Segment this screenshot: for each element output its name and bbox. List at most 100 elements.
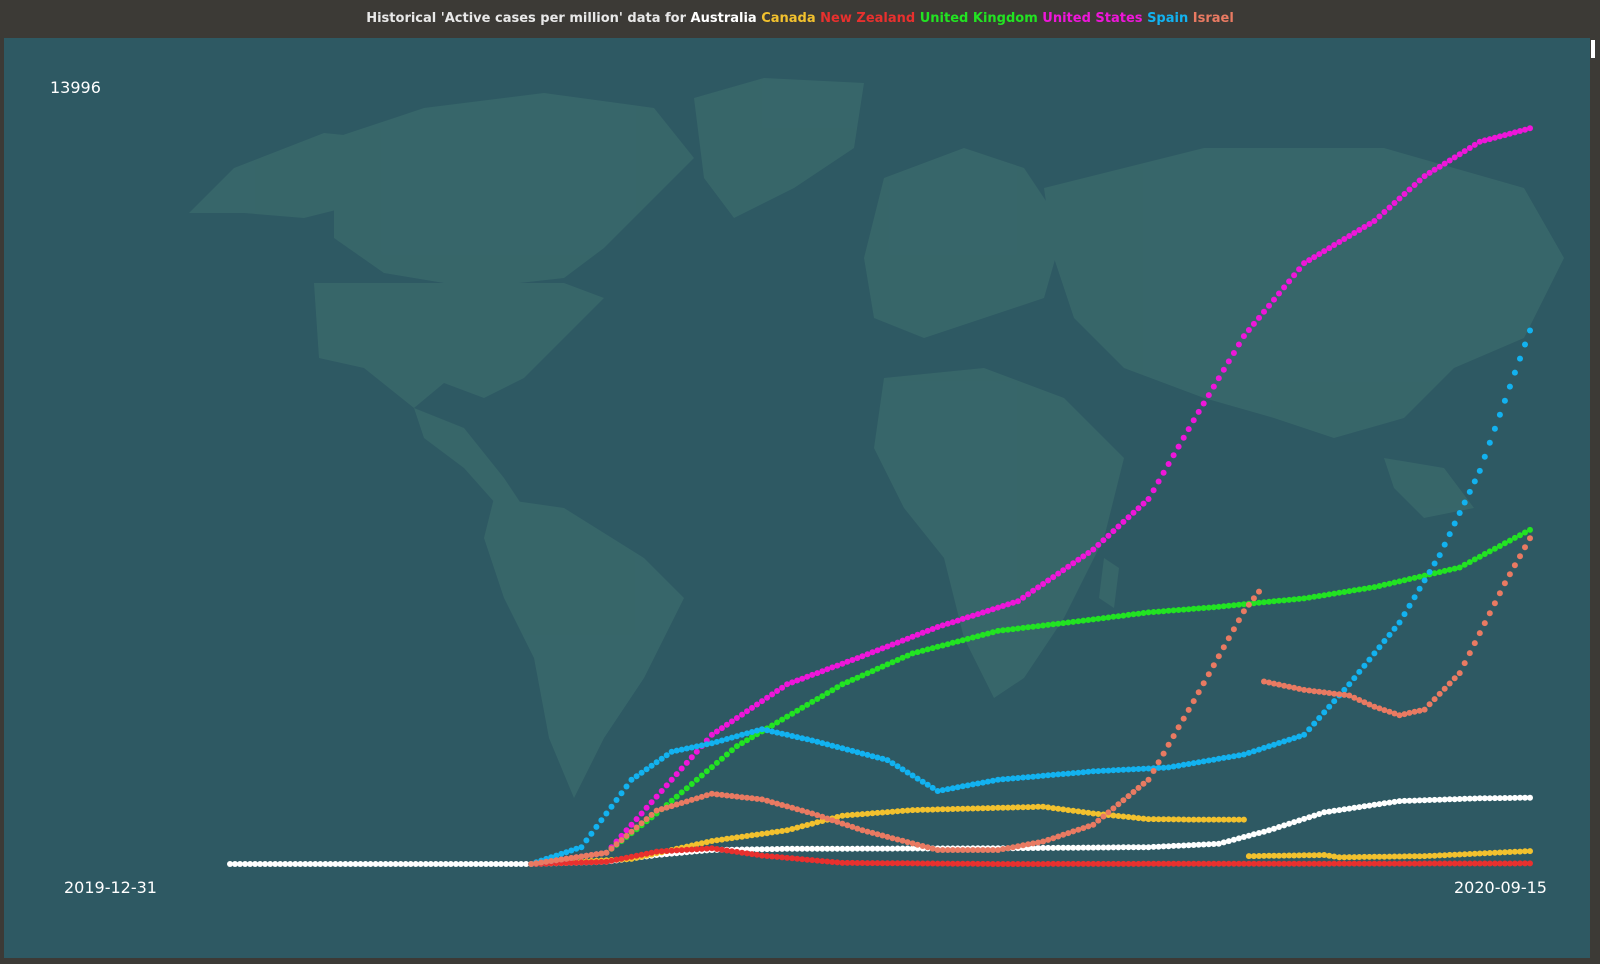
data-point-israel [723, 792, 730, 799]
series-united-states [528, 125, 1533, 867]
data-point-israel [623, 832, 630, 839]
data-point-canada [1135, 815, 1142, 822]
data-point-united-states [1025, 591, 1032, 598]
data-point-australia [1240, 834, 1247, 840]
data-point-spain [1240, 751, 1247, 758]
data-point-united-states [1281, 284, 1288, 291]
data-point-israel [643, 816, 650, 823]
data-point-australia [1491, 795, 1498, 802]
data-point-israel [809, 810, 816, 817]
data-point-australia [1250, 831, 1257, 838]
data-point-australia [1235, 835, 1242, 842]
data-point-israel [1411, 708, 1418, 715]
data-point-united-kingdom [1135, 610, 1142, 617]
data-point-israel [1471, 640, 1478, 647]
data-point-canada [1050, 805, 1057, 812]
data-point-israel [1055, 833, 1062, 840]
data-point-new-zealand [1256, 860, 1262, 867]
data-point-israel [1261, 678, 1267, 685]
data-point-united-kingdom [1341, 589, 1348, 595]
data-point-united-kingdom [784, 713, 791, 720]
data-point-canada [964, 805, 971, 812]
data-point-spain [974, 780, 981, 787]
data-point-spain [1271, 741, 1277, 748]
data-point-israel [1010, 844, 1016, 851]
data-point-united-kingdom [1361, 585, 1368, 592]
data-point-israel [979, 847, 986, 853]
data-point-australia [327, 861, 334, 867]
data-point-new-zealand [1316, 860, 1323, 867]
data-point-new-zealand [1476, 860, 1483, 867]
data-point-spain [954, 784, 961, 791]
data-point-united-states [1030, 587, 1037, 594]
data-point-australia [302, 861, 309, 867]
data-point-new-zealand [749, 851, 755, 858]
data-point-spain [1055, 771, 1062, 778]
data-point-israel [1276, 681, 1282, 688]
data-point-spain [1040, 772, 1047, 779]
data-point-new-zealand [1266, 860, 1272, 867]
data-point-israel [1110, 805, 1117, 812]
data-point-australia [412, 861, 419, 867]
data-point-new-zealand [1160, 860, 1167, 867]
data-point-new-zealand [934, 860, 941, 867]
data-point-israel [1381, 707, 1388, 714]
data-point-united-kingdom [1020, 624, 1027, 631]
data-point-united-states [764, 694, 771, 701]
data-point-new-zealand [578, 859, 585, 866]
data-point-united-kingdom [819, 693, 826, 700]
data-point-new-zealand [1045, 860, 1052, 867]
data-point-united-kingdom [1240, 601, 1247, 608]
data-point-united-kingdom [769, 722, 776, 729]
data-point-israel [1040, 838, 1047, 845]
data-point-united-states [718, 725, 725, 732]
data-point-canada [723, 835, 730, 842]
data-point-israel [964, 847, 971, 853]
data-point-new-zealand [628, 853, 635, 860]
data-point-canada [834, 814, 841, 820]
data-point-new-zealand [969, 860, 976, 867]
data-point-united-kingdom [688, 781, 695, 787]
data-point-australia [864, 845, 871, 852]
data-point-united-states [1341, 236, 1348, 242]
data-point-united-kingdom [1286, 596, 1293, 603]
data-point-united-states [964, 614, 971, 621]
data-point-israel [1416, 707, 1423, 714]
legend-entry-new-zealand: New Zealand [820, 11, 920, 26]
data-point-australia [1426, 797, 1433, 803]
data-point-australia [462, 861, 469, 867]
data-point-united-states [1301, 260, 1308, 267]
data-point-canada [1125, 814, 1132, 820]
data-point-australia [1180, 842, 1187, 849]
data-point-australia [1527, 794, 1533, 801]
data-point-canada [1155, 816, 1162, 823]
data-point-canada [1381, 853, 1388, 860]
data-point-australia [1416, 797, 1423, 804]
data-point-israel [713, 791, 720, 798]
data-point-israel [633, 824, 640, 831]
data-point-united-kingdom [1436, 569, 1443, 576]
data-point-canada [1306, 852, 1313, 859]
data-point-canada [1035, 803, 1042, 810]
data-point-australia [819, 845, 826, 852]
data-point-spain [1015, 775, 1021, 781]
data-point-new-zealand [1522, 860, 1528, 867]
data-point-new-zealand [919, 860, 926, 867]
data-point-australia [1225, 838, 1232, 845]
data-point-united-states [1125, 514, 1132, 521]
data-point-australia [1261, 828, 1267, 835]
data-point-new-zealand [588, 859, 595, 866]
data-point-spain [1266, 743, 1272, 750]
data-point-united-kingdom [1476, 553, 1483, 560]
data-point-spain [1506, 383, 1513, 390]
data-point-israel [959, 847, 966, 853]
data-point-new-zealand [683, 846, 690, 853]
data-point-new-zealand [723, 847, 730, 854]
data-point-united-states [1120, 518, 1127, 525]
data-point-spain [603, 810, 610, 817]
data-point-spain [1190, 760, 1197, 767]
data-point-united-kingdom [1065, 619, 1072, 626]
data-point-new-zealand [844, 859, 851, 866]
data-point-israel [668, 803, 675, 810]
data-point-australia [1271, 825, 1277, 832]
